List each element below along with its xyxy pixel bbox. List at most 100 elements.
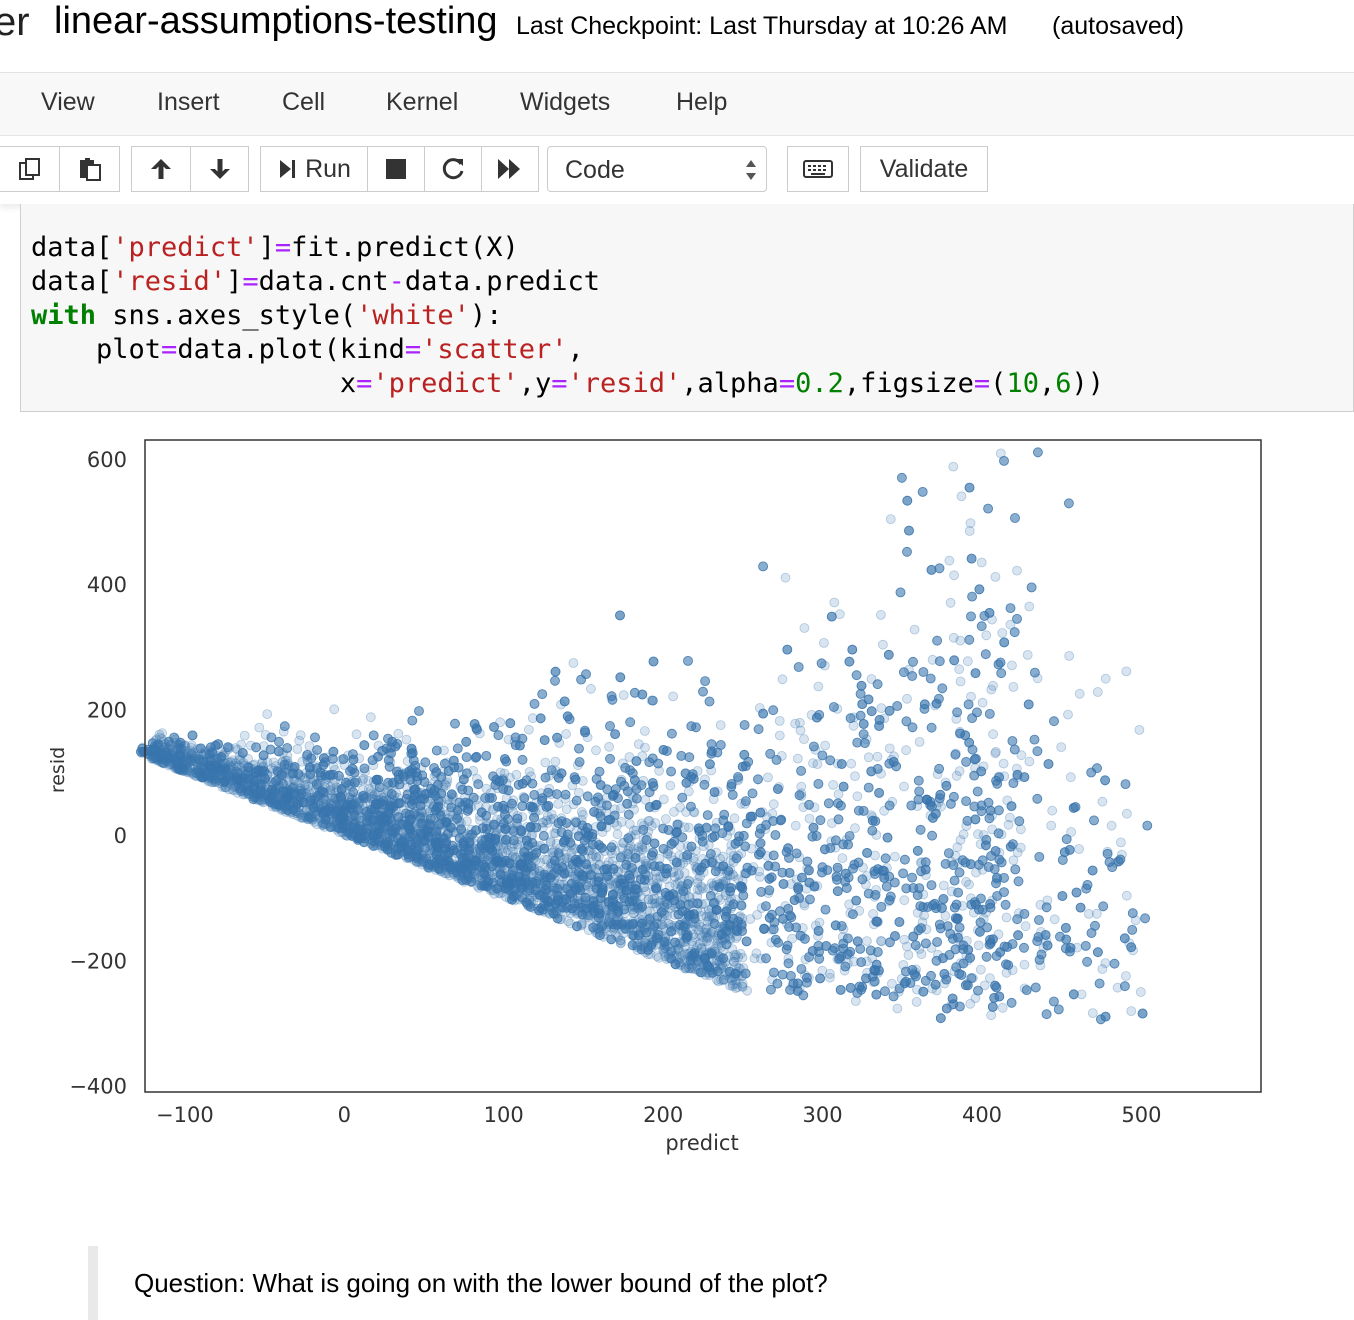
- scatter-point: [601, 807, 611, 817]
- scatter-point: [961, 876, 971, 887]
- scatter-point: [917, 917, 928, 927]
- scatter-point: [631, 926, 642, 936]
- scatter-point: [656, 919, 667, 930]
- scatter-point: [391, 788, 401, 799]
- scatter-point: [712, 955, 723, 966]
- scatter-point: [715, 720, 726, 730]
- scatter-point: [879, 713, 890, 724]
- scatter-point: [371, 790, 382, 800]
- menu-cell[interactable]: Cell: [282, 88, 326, 116]
- scatter-point: [628, 904, 638, 915]
- menu-widgets[interactable]: Widgets: [520, 88, 611, 116]
- scatter-point: [939, 978, 950, 989]
- scatter-point: [783, 953, 794, 964]
- scatter-point: [360, 822, 371, 833]
- code-editor[interactable]: data['predict']=fit.predict(X) data['res…: [31, 231, 1104, 401]
- scatter-point: [1121, 890, 1132, 901]
- scatter-point: [1112, 982, 1123, 993]
- step-forward-icon: [280, 160, 296, 178]
- scatter-point: [844, 949, 855, 960]
- interrupt-button[interactable]: [367, 146, 425, 192]
- copy-button[interactable]: [0, 146, 60, 192]
- menu-help[interactable]: Help: [676, 88, 728, 116]
- scatter-point: [973, 829, 983, 840]
- scatter-point: [193, 769, 204, 779]
- scatter-point: [954, 664, 965, 675]
- scatter-point: [584, 870, 595, 881]
- scatter-point: [746, 843, 757, 854]
- scatter-point: [640, 864, 651, 874]
- scatter-point: [876, 936, 887, 947]
- scatter-point: [145, 751, 156, 762]
- code-cell[interactable]: data['predict']=fit.predict(X) data['res…: [20, 204, 1354, 412]
- scatter-point: [1008, 682, 1019, 692]
- scatter-point: [520, 868, 531, 878]
- cell-type-select[interactable]: Code: [547, 146, 767, 192]
- scatter-point: [256, 759, 267, 769]
- run-all-button[interactable]: [481, 146, 539, 192]
- scatter-point: [302, 755, 313, 765]
- scatter-point: [415, 813, 426, 824]
- scatter-point: [1049, 914, 1060, 925]
- scatter-point: [308, 750, 319, 761]
- scatter-point: [745, 914, 756, 924]
- scatter-point: [468, 765, 479, 776]
- validate-button[interactable]: Validate: [860, 146, 988, 192]
- scatter-point: [556, 699, 566, 710]
- scatter-point: [804, 972, 814, 983]
- scatter-point: [589, 877, 600, 888]
- scatter-point: [994, 771, 1004, 782]
- scatter-point: [1015, 842, 1026, 853]
- scatter-point: [628, 792, 639, 803]
- notebook-title[interactable]: linear-assumptions-testing: [54, 0, 498, 42]
- scatter-point: [837, 853, 848, 863]
- scatter-point: [277, 748, 288, 758]
- move-down-button[interactable]: [190, 146, 249, 192]
- scatter-point: [382, 833, 393, 843]
- scatter-point: [423, 862, 434, 873]
- scatter-point: [282, 772, 293, 783]
- scatter-point: [152, 751, 162, 762]
- scatter-point: [243, 789, 254, 799]
- scatter-point: [493, 861, 504, 872]
- scatter-point: [412, 795, 423, 805]
- scatter-point: [684, 959, 695, 970]
- scatter-point: [801, 883, 812, 894]
- run-button[interactable]: Run: [260, 146, 368, 192]
- scatter-point: [294, 735, 305, 746]
- paste-button[interactable]: [59, 146, 120, 192]
- scatter-point: [724, 925, 735, 936]
- scatter-point: [684, 822, 694, 833]
- scatter-point: [210, 753, 221, 764]
- menu-kernel[interactable]: Kernel: [386, 88, 459, 116]
- jupyter-logo-fragment[interactable]: er: [0, 0, 30, 44]
- scatter-point: [998, 758, 1009, 769]
- menu-insert[interactable]: Insert: [157, 88, 220, 116]
- restart-button[interactable]: [424, 146, 482, 192]
- scatter-point: [294, 802, 305, 813]
- scatter-point: [774, 716, 785, 726]
- scatter-point: [348, 822, 359, 832]
- scatter-point: [987, 810, 997, 821]
- scatter-point: [136, 748, 147, 758]
- command-palette-button[interactable]: [787, 146, 849, 192]
- scatter-point: [560, 841, 571, 852]
- move-up-button[interactable]: [131, 146, 191, 192]
- scatter-point: [640, 794, 651, 805]
- scatter-point: [453, 870, 463, 881]
- scatter-point: [582, 732, 593, 743]
- menu-view[interactable]: View: [41, 88, 95, 116]
- scatter-point: [488, 805, 499, 816]
- scatter-point: [270, 761, 281, 771]
- scatter-point: [899, 934, 910, 945]
- scatter-point: [787, 933, 797, 944]
- scatter-point: [280, 767, 290, 778]
- checkpoint-status: Last Checkpoint: Last Thursday at 10:26 …: [516, 12, 1008, 40]
- scatter-point: [1032, 673, 1043, 684]
- scatter-point: [322, 806, 333, 817]
- scatter-point: [683, 875, 694, 886]
- scatter-point: [996, 829, 1007, 840]
- scatter-point: [458, 828, 469, 839]
- scatter-point: [809, 802, 820, 813]
- scatter-point: [975, 839, 986, 850]
